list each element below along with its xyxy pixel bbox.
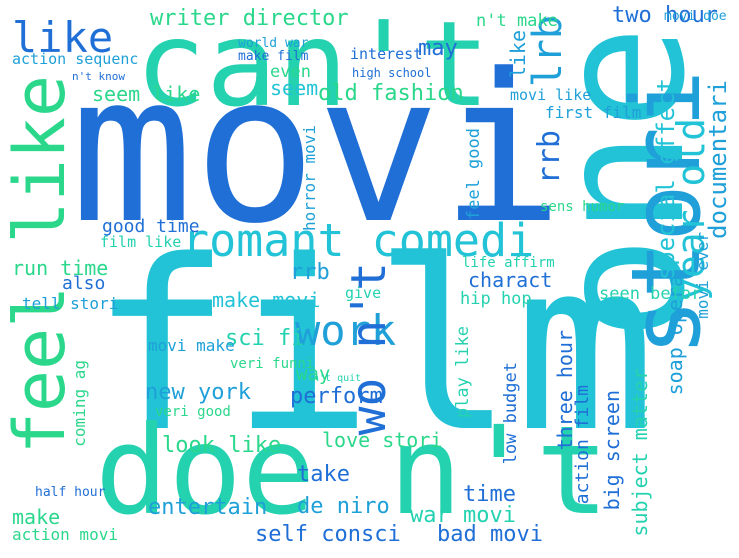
cloud-word: seem like (92, 82, 201, 106)
cloud-word: make movi (212, 288, 321, 312)
cloud-word: rrb (532, 130, 567, 185)
cloud-word: seem (270, 76, 319, 100)
cloud-word: old fashion (318, 81, 464, 106)
cloud-word: world war (238, 36, 309, 51)
cloud-word: play like (453, 326, 473, 419)
cloud-word: low budget (501, 362, 521, 465)
cloud-word: action sequenc (12, 50, 139, 68)
cloud-word: movi ever (693, 232, 712, 319)
cloud-word: like (506, 30, 530, 79)
cloud-word: time (463, 482, 516, 507)
cloud-word: way (296, 363, 331, 385)
cloud-word: action film (572, 385, 593, 505)
cloud-word: subject matter (628, 368, 652, 537)
cloud-word: seen befor (599, 284, 702, 304)
cloud-word: movi like (510, 86, 592, 104)
cloud-word: rrb (290, 260, 330, 285)
cloud-word: n't know (72, 70, 125, 83)
cloud-word: charact (468, 268, 553, 292)
cloud-word: give (345, 284, 382, 302)
cloud-word: horror movi (300, 125, 319, 231)
cloud-word: movi doe (664, 9, 727, 24)
cloud-word: make film (238, 49, 309, 64)
cloud-word: can't (135, 0, 491, 133)
cloud-word: sens humor (540, 199, 625, 215)
cloud-word: de niro (297, 494, 390, 519)
cloud-word: two hour (612, 3, 718, 28)
cloud-word: make (12, 505, 61, 529)
cloud-word: special effect (652, 78, 680, 281)
cloud-word: sci fi (225, 326, 305, 351)
cloud-word: love stori (322, 428, 443, 452)
cloud-word: look like (162, 433, 282, 458)
cloud-word: n't make (476, 11, 558, 31)
cloud-word: self consci (255, 522, 401, 547)
cloud-word: documentari (704, 80, 732, 239)
cloud-word: entertain (148, 495, 268, 520)
cloud-word: good time (102, 216, 200, 237)
cloud-word: war movi (410, 503, 516, 528)
cloud-word: new york (145, 380, 251, 405)
cloud-word: life affirm (462, 255, 555, 271)
cloud-word: take (297, 462, 350, 487)
cloud-word: half hour (35, 485, 106, 500)
cloud-word: writer director (150, 6, 349, 31)
cloud-word: film (90, 211, 656, 484)
cloud-word: first film (545, 103, 642, 122)
cloud-word: movi make (148, 336, 235, 355)
cloud-word: movi (70, 31, 564, 269)
cloud-word: high school (352, 66, 432, 80)
cloud-word: coming ag (70, 360, 89, 447)
cloud-word: also (62, 273, 106, 294)
cloud-word: film like (100, 233, 182, 251)
cloud-word: feel good (464, 128, 484, 221)
cloud-word: tell stori (22, 294, 119, 313)
cloud-word: even (270, 62, 311, 82)
cloud-word: doe n't (95, 400, 610, 542)
cloud-word: n't quit (313, 373, 362, 384)
cloud-word: perform (290, 384, 383, 409)
cloud-word: action movi (12, 525, 118, 544)
cloud-word: may (418, 36, 458, 61)
cloud-word: veri good (155, 404, 231, 420)
cloud-word: veri funni (230, 356, 315, 372)
cloud-word: romant comedi (182, 214, 535, 267)
cloud-word: bad movi (437, 522, 543, 547)
cloud-word: run time (12, 256, 109, 280)
cloud-word: interest (350, 45, 423, 63)
cloud-word: like (12, 13, 114, 62)
cloud-word: work (295, 306, 397, 355)
cloud-word: big screen (600, 390, 624, 511)
cloud-word: hip hop (460, 289, 532, 309)
